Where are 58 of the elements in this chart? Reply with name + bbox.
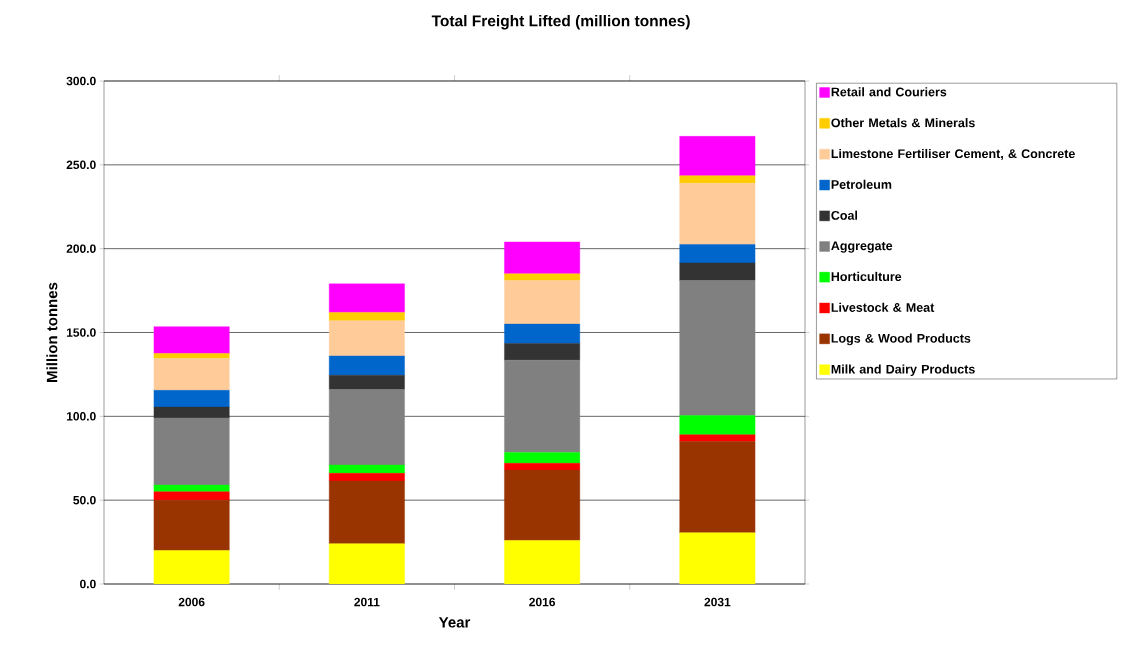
bar — [679, 175, 756, 184]
y-tick-label: 0.0 — [80, 579, 96, 589]
bar — [679, 415, 756, 435]
legend-label: Logs & Wood Products — [831, 333, 971, 346]
bar — [153, 499, 230, 551]
bar — [504, 359, 581, 453]
bar — [679, 262, 756, 281]
bar — [679, 136, 756, 176]
bar — [504, 323, 581, 344]
bar — [153, 484, 230, 492]
bar — [329, 312, 405, 321]
y-tick-label: 300.0 — [66, 76, 96, 86]
bar — [504, 280, 581, 325]
bar — [679, 244, 756, 264]
legend-label: Other Metals & Minerals — [831, 118, 975, 128]
bar — [329, 320, 405, 357]
bar — [504, 273, 581, 281]
x-axis-title: Year — [438, 617, 471, 628]
bar — [329, 283, 405, 313]
x-tick-label: 2006 — [178, 597, 205, 607]
y-tick-label: 200.0 — [66, 244, 96, 253]
y-tick-label: 150.0 — [66, 328, 96, 337]
y-tick-label: 100.0 — [66, 412, 96, 421]
bar — [679, 183, 756, 245]
x-tick-label: 2016 — [529, 597, 556, 607]
y-axis-title: Million tonnes — [46, 282, 58, 382]
legend-label: Coal — [831, 210, 858, 220]
bar — [504, 452, 581, 464]
legend-label: Limestone Fertiliser Cement, & Concrete — [831, 148, 1075, 160]
bar — [504, 469, 581, 541]
bar — [153, 406, 230, 419]
bar — [504, 343, 581, 361]
bar — [679, 434, 756, 442]
bar — [329, 480, 405, 544]
bar — [153, 358, 230, 391]
bar — [329, 375, 405, 390]
legend-label: Aggregate — [831, 241, 893, 253]
bar — [153, 491, 230, 501]
bar — [153, 417, 230, 486]
legend-label: Milk and Dairy Products — [831, 364, 975, 377]
chart-title: Total Freight Lifted (million tonnes) — [431, 14, 690, 30]
bar — [329, 389, 405, 466]
bar — [679, 441, 756, 534]
legend-label: Retail and Couriers — [831, 87, 947, 97]
legend-label: Livestock & Meat — [831, 302, 935, 312]
bar — [153, 353, 230, 359]
bar — [504, 241, 581, 275]
y-tick-label: 250.0 — [66, 160, 96, 170]
x-tick-label: 2031 — [704, 597, 731, 607]
bar — [329, 464, 405, 474]
bar — [679, 280, 756, 416]
bar — [153, 390, 230, 408]
bar — [329, 355, 405, 376]
legend-label: Horticulture — [831, 271, 902, 282]
x-tick-label: 2011 — [354, 597, 380, 607]
bar — [153, 326, 230, 354]
y-tick-label: 50.0 — [73, 495, 96, 505]
legend-label: Petroleum — [831, 179, 892, 189]
